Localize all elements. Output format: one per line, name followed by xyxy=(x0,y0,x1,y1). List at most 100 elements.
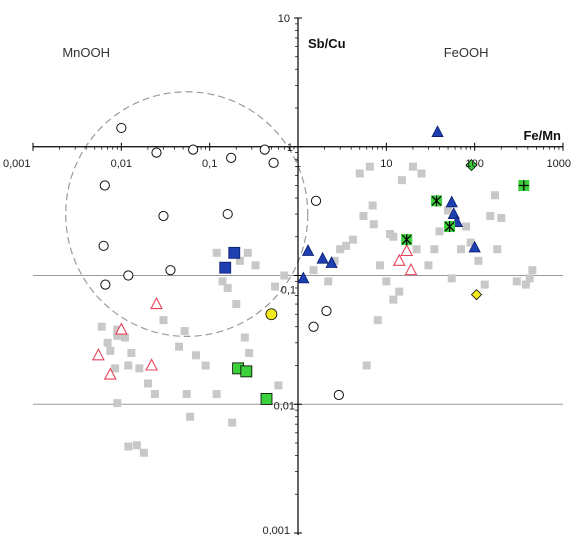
point-gray-square xyxy=(271,282,280,291)
point-gray-square xyxy=(486,211,495,220)
point-gray-square xyxy=(447,274,456,283)
point-gray-square xyxy=(512,277,521,286)
point-open-circle-black xyxy=(100,279,111,290)
point-gray-square xyxy=(124,361,133,370)
point-gray-square xyxy=(330,256,339,265)
point-gray-square xyxy=(186,412,195,421)
point-gray-square xyxy=(113,325,122,334)
point-gray-square xyxy=(493,245,502,254)
x-tick-label: 1 xyxy=(295,158,301,170)
point-gray-square xyxy=(228,418,237,427)
point-green-square-asterisk xyxy=(444,221,456,233)
point-gray-square xyxy=(124,442,133,451)
region-label: FeOOH xyxy=(444,45,489,60)
point-open-circle-black xyxy=(188,144,199,155)
point-gray-square xyxy=(389,295,398,304)
point-filled-triangle-blue xyxy=(468,240,481,253)
point-open-triangle-red xyxy=(392,253,406,266)
data-points xyxy=(91,122,537,457)
point-gray-square xyxy=(408,162,417,171)
point-gray-square xyxy=(373,316,382,325)
point-filled-square-green xyxy=(260,393,273,405)
point-open-triangle-red xyxy=(400,243,414,257)
mnooh-ellipse xyxy=(65,91,309,337)
y-tick-label: 10 xyxy=(278,13,290,25)
point-gray-square xyxy=(368,201,377,210)
point-filled-triangle-blue xyxy=(447,207,460,219)
point-gray-square xyxy=(365,162,374,171)
point-gray-square xyxy=(474,256,483,265)
point-filled-square-green xyxy=(240,365,253,378)
point-gray-square xyxy=(212,248,221,257)
point-filled-square-blue xyxy=(219,261,232,274)
point-gray-square xyxy=(103,338,112,347)
point-gray-square xyxy=(466,238,475,247)
point-open-circle-black xyxy=(310,195,322,206)
point-open-circle-black xyxy=(123,270,134,281)
marker-cross xyxy=(518,180,529,191)
y-tick-label: 0,001 xyxy=(262,525,290,535)
point-gray-square xyxy=(497,213,506,222)
y-axis-title: Sb/Cu xyxy=(308,36,346,51)
point-gray-square xyxy=(150,390,159,399)
marker-asterisk xyxy=(431,195,442,207)
point-gray-square xyxy=(243,248,252,257)
point-open-triangle-red xyxy=(150,296,163,310)
point-open-triangle-red xyxy=(103,367,117,380)
point-green-square-asterisk xyxy=(401,234,413,246)
point-gray-square xyxy=(143,379,152,388)
point-green-square-asterisk xyxy=(431,195,443,207)
point-gray-square xyxy=(182,390,191,399)
point-gray-square xyxy=(424,261,433,270)
point-gray-square xyxy=(139,448,148,457)
point-gray-square xyxy=(132,441,141,450)
point-gray-square xyxy=(235,256,244,265)
point-gray-square xyxy=(232,300,241,309)
point-open-circle-black xyxy=(116,122,127,134)
point-gray-square xyxy=(191,351,200,360)
point-gray-square xyxy=(251,261,260,270)
point-gray-square xyxy=(201,361,210,370)
point-yellow-diamond xyxy=(470,289,483,301)
point-filled-triangle-blue xyxy=(445,195,458,208)
point-green-square-cross xyxy=(518,180,530,192)
point-gray-square xyxy=(97,322,106,331)
point-open-circle-black xyxy=(158,210,169,222)
point-gray-square xyxy=(212,390,221,399)
point-open-circle-black xyxy=(268,157,279,168)
point-filled-triangle-blue xyxy=(301,244,315,256)
point-filled-triangle-blue xyxy=(431,125,444,137)
point-gray-square xyxy=(430,245,439,254)
point-gray-square xyxy=(113,331,122,340)
point-open-circle-black xyxy=(222,208,233,220)
point-gray-square xyxy=(395,287,404,296)
point-gray-square xyxy=(324,277,333,286)
point-gray-square xyxy=(309,266,318,275)
point-filled-triangle-blue xyxy=(297,271,310,284)
region-label: MnOOH xyxy=(62,45,110,60)
x-tick-label: 1000 xyxy=(547,158,571,170)
y-tick-label: 1 xyxy=(287,142,293,154)
point-gray-square xyxy=(120,333,129,342)
x-tick-label: 10 xyxy=(380,158,392,170)
point-gray-square xyxy=(521,280,530,289)
x-tick-label: 0,001 xyxy=(3,158,31,170)
point-open-circle-black xyxy=(308,321,319,332)
point-gray-square xyxy=(111,364,120,373)
marker-asterisk xyxy=(401,234,412,246)
point-gray-square xyxy=(376,261,385,270)
point-open-circle-black xyxy=(259,144,270,155)
point-open-triangle-red xyxy=(404,262,418,276)
point-gray-square xyxy=(106,346,115,355)
point-open-circle-black xyxy=(321,305,332,317)
point-gray-square xyxy=(480,280,489,289)
point-yellow-circle xyxy=(265,308,278,321)
point-gray-square xyxy=(218,277,227,286)
point-open-circle-black xyxy=(226,152,237,163)
x-tick-label: 0,1 xyxy=(202,158,217,170)
point-gray-square xyxy=(412,245,421,254)
axes xyxy=(32,17,564,535)
point-filled-triangle-blue xyxy=(325,256,338,268)
point-open-circle-black xyxy=(98,240,109,251)
